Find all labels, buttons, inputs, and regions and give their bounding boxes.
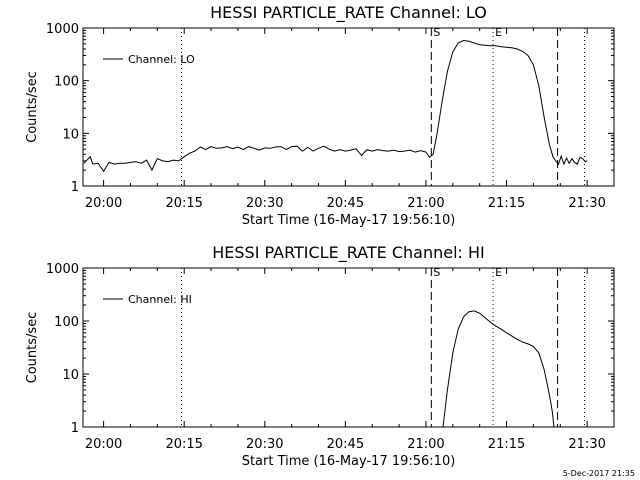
panel-2-x-tick-label: 20:15 xyxy=(165,437,202,452)
panel-1-series-line xyxy=(83,39,588,173)
panel-2-x-tick-label: 21:30 xyxy=(568,437,605,452)
panel-1-chart-title: HESSI PARTICLE_RATE Channel: LO xyxy=(210,3,487,23)
panel-2-x-axis-title: Start Time (16-May-17 19:56:10) xyxy=(242,454,456,469)
panel-2-y-tick-label: 100 xyxy=(54,315,79,330)
panel-2-x-tick-label: 21:15 xyxy=(488,437,525,452)
panel-1-marker-label-s: S xyxy=(433,26,440,39)
panel-2-plot-frame xyxy=(82,267,615,428)
panel-2-series-line xyxy=(442,310,555,428)
panel-1-x-tick-label: 20:15 xyxy=(165,196,202,211)
timestamp-footer: 5-Dec-2017 21:35 xyxy=(562,469,635,478)
panel-1-y-tick-label: 100 xyxy=(54,75,79,90)
panel-1-y-axis-title: Counts/sec xyxy=(25,71,40,143)
panel-1-marker-label-e: E xyxy=(495,26,502,39)
panel-2-x-tick-label: 20:45 xyxy=(327,437,364,452)
panel-2-y-tick-label: 1000 xyxy=(46,262,79,277)
panel-1-plot-frame xyxy=(82,27,615,187)
panel-2-legend-label: Channel: HI xyxy=(128,293,192,306)
panel-2-x-tick-label: 21:00 xyxy=(407,437,444,452)
panel-1-x-tick-label: 20:30 xyxy=(246,196,283,211)
panel-1-x-tick-label: 21:00 xyxy=(407,196,444,211)
panel-1-x-tick-label: 20:00 xyxy=(85,196,122,211)
panel-2-x-tick-label: 20:00 xyxy=(85,437,122,452)
panel-2-marker-label-s: S xyxy=(433,266,440,279)
panel-1-y-tick-label: 10 xyxy=(62,127,79,142)
panel-1-legend-label: Channel: LO xyxy=(128,53,195,66)
panel-1-x-tick-label: 21:15 xyxy=(488,196,525,211)
panel-2-chart-title: HESSI PARTICLE_RATE Channel: HI xyxy=(212,243,485,263)
panel-1-y-tick-label: 1000 xyxy=(46,22,79,37)
panel-2-y-axis-title: Counts/sec xyxy=(25,312,40,384)
panel-1-x-tick-label: 21:30 xyxy=(568,196,605,211)
panel-1-x-tick-label: 20:45 xyxy=(327,196,364,211)
panel-2-marker-label-e: E xyxy=(495,266,502,279)
panel-2-y-tick-label: 1 xyxy=(71,421,79,436)
panel-2-y-tick-label: 10 xyxy=(62,368,79,383)
panel-1-x-axis-title: Start Time (16-May-17 19:56:10) xyxy=(242,213,456,228)
panel-1-y-tick-label: 1 xyxy=(71,180,79,195)
panel-2-x-tick-label: 20:30 xyxy=(246,437,283,452)
